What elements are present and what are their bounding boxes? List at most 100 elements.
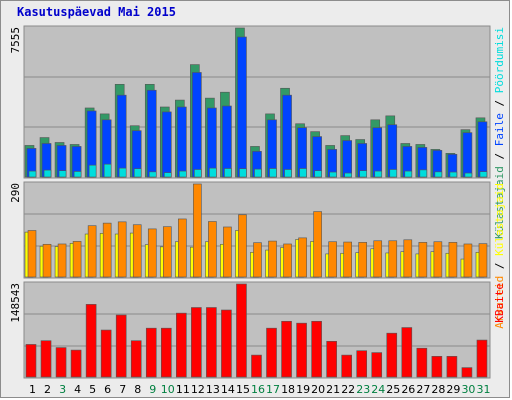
day-label: 26 [401,383,415,396]
bar-visits [178,218,187,278]
day-label: 4 [74,383,81,396]
bar-pages [404,170,413,178]
bar-kbytes [236,283,247,378]
bar-kbytes [100,329,112,378]
bar-pages [194,169,202,178]
bar-files [116,94,127,178]
day-label: 9 [149,383,156,396]
bar-visits [87,225,97,278]
bar-files [177,106,187,178]
bar-visits [463,243,473,278]
bar-files [372,127,383,178]
bar-visits [193,183,202,278]
bar-visits [42,243,52,278]
day-label: 27 [416,383,430,396]
bar-kbytes [70,349,82,378]
day-label: 15 [236,383,250,396]
day-label: 2 [44,383,51,396]
bar-visits [448,242,458,278]
bar-visits [57,243,67,278]
legends: Külastajaid / Faile / PöördumisiArvuteid… [493,27,506,329]
bar-visits [238,214,247,278]
day-label: 22 [341,383,355,396]
bar-pages [224,168,232,178]
day-label: 10 [161,383,175,396]
day-label: 21 [326,383,340,396]
day-label: 3 [59,383,66,396]
bar-visits [343,241,352,278]
bar-visits [358,242,368,278]
bar-pages [148,171,157,178]
bar-visits [268,240,277,278]
legend-middle: Arvuteid / Külastajaid [493,183,506,329]
bar-files [342,140,352,178]
y-axis-labels: 7555 290 148543 [9,27,22,323]
bar-pages [434,171,443,178]
bar-kbytes [25,344,37,378]
bar-kbytes [356,350,368,378]
bar-kbytes [40,340,52,378]
bar-files [222,105,232,178]
day-label: 17 [266,383,280,396]
day-label: 30 [461,383,475,396]
day-label: 24 [371,383,385,396]
bar-files [477,121,488,178]
bar-pages [163,172,172,178]
bar-visits [388,240,398,278]
bar-visits [27,230,37,278]
legend-entry: Külastajaid [493,166,506,239]
day-label: 5 [89,383,96,396]
bar-pages [359,170,368,178]
bar-kbytes [311,320,322,378]
bar-pages [449,171,458,178]
bar-visits [147,228,157,278]
bar-pages [314,170,322,178]
bar-visits [162,226,172,278]
bar-kbytes [401,327,413,378]
bar-pages [419,169,428,178]
legend-entry: / [493,256,506,276]
bar-visits [72,241,82,278]
day-label: 31 [476,383,490,396]
bar-kbytes [130,340,142,378]
bar-pages [464,172,473,178]
day-label: 18 [281,383,295,396]
bar-files [146,89,157,178]
day-label: 6 [104,383,111,396]
bar-kbytes [341,354,352,378]
bar-visits [283,243,292,278]
bar-visits [478,243,488,278]
bar-pages [43,169,52,178]
bar-kbytes [251,354,262,378]
day-label: 19 [296,383,310,396]
bar-pages [374,170,383,178]
bar-pages [479,171,488,178]
day-label: 11 [176,383,190,396]
chart-title: Kasutuspäevad Mai 2015 [17,5,176,19]
bar-pages [284,169,292,178]
bar-visits [102,222,112,278]
y-max-label: 7555 [9,27,22,54]
bar-visits [373,240,383,278]
bar-pages [103,163,112,178]
bar-visits [132,224,142,278]
y-max-label: 290 [9,183,22,203]
legend-entry: / [493,146,506,166]
bar-files [282,94,292,178]
bar-kbytes [326,341,337,378]
bar-files [161,111,172,178]
bar-kbytes [431,356,443,378]
bar-visits [223,226,232,278]
bar-visits [313,211,322,278]
bar-kbytes [85,304,97,378]
bar-pages [58,170,67,178]
bar-kbytes [115,314,127,378]
bar-files [192,72,202,178]
legend-entry: Külastajaid [493,183,506,256]
bar-files [237,36,247,178]
bar-pages [299,168,307,178]
day-label: 29 [446,383,460,396]
day-label: 23 [356,383,370,396]
bar-kbytes [176,312,187,378]
bar-visits [298,237,307,278]
